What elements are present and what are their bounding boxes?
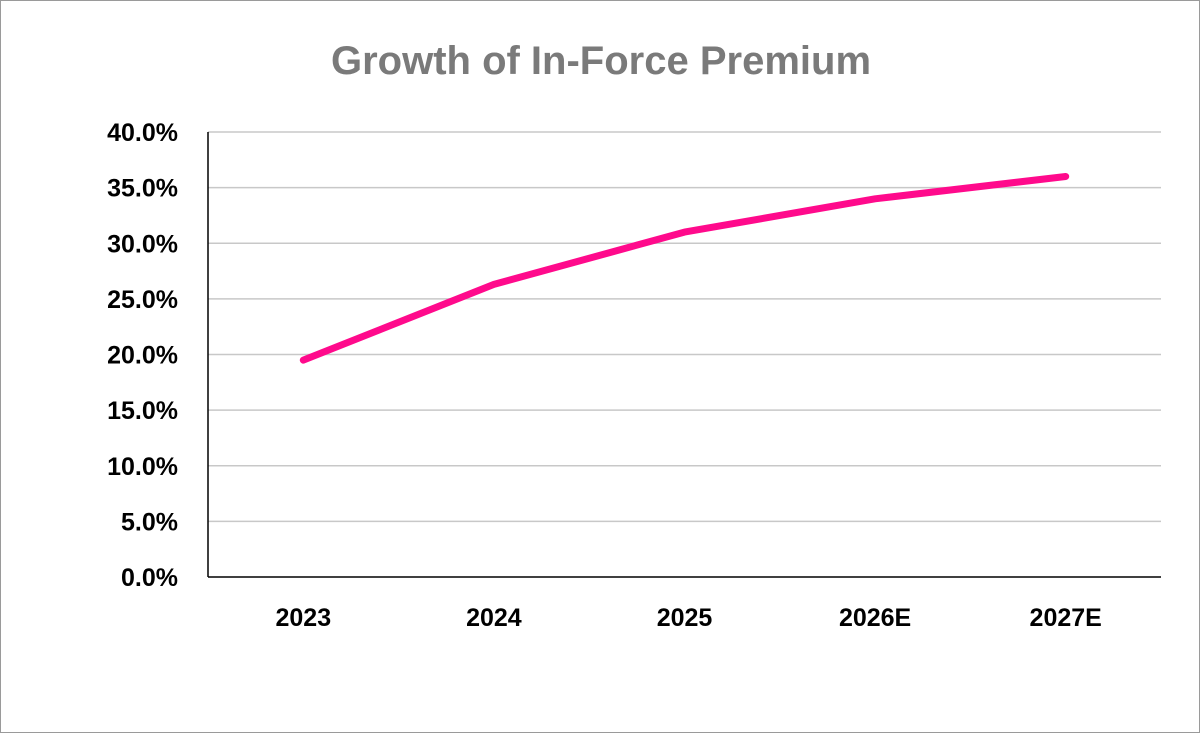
y-tick-label: 35.0% — [107, 175, 178, 203]
x-tick-label: 2027E — [1030, 604, 1102, 632]
y-tick-label: 5.0% — [121, 508, 178, 536]
y-tick-label: 0.0% — [121, 564, 178, 592]
y-axis-tick-labels: 0.0% 5.0% 10.0% 15.0% 20.0% 25.0% 30.0% 35.0% 40… — [107, 119, 178, 592]
chart-title: Growth of In-Force Premium — [331, 39, 871, 83]
x-tick-label: 2025 — [657, 604, 713, 632]
series-line — [299, 173, 1070, 364]
gridlines — [208, 131, 1161, 523]
y-tick-label: 30.0% — [107, 230, 178, 258]
x-tick-label: 2023 — [275, 604, 331, 632]
series — [299, 173, 1070, 364]
axes — [207, 132, 1161, 578]
x-axis-tick-labels: 2023 2024 2025 2026E 2027E — [275, 604, 1101, 632]
y-tick-label: 20.0% — [107, 342, 178, 370]
y-tick-label: 25.0% — [107, 286, 178, 314]
x-tick-label: 2024 — [466, 604, 522, 632]
x-tick-label: 2026E — [839, 604, 911, 632]
y-tick-label: 10.0% — [107, 453, 178, 481]
y-tick-label: 15.0% — [107, 397, 178, 425]
y-tick-label: 40.0% — [107, 119, 178, 147]
